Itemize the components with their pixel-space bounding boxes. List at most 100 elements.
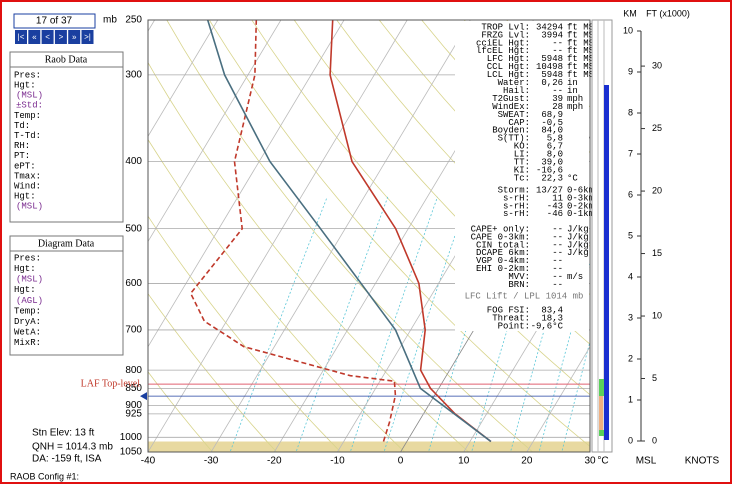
index-unit: 0-3km	[567, 193, 594, 203]
panel-row-label: Hgt:	[14, 285, 36, 295]
index-unit: m/s	[567, 272, 583, 282]
dry-adiabat	[148, 292, 278, 452]
y-tick-label: 600	[125, 278, 142, 289]
panel-row-label: ±Std:	[16, 101, 43, 111]
isotherm	[148, 20, 408, 452]
index-label: CAP:	[508, 118, 530, 128]
km-tick-label: 3	[628, 312, 633, 322]
x-tick-label: -40	[141, 456, 156, 467]
index-value: 83,4	[541, 305, 563, 315]
panel-row-label: Tmax:	[14, 171, 41, 181]
index-label: KO:	[514, 142, 530, 152]
index-value: --	[552, 46, 563, 56]
index-value: --	[552, 256, 563, 266]
cloud-bar	[604, 85, 609, 440]
panel-title: Diagram Data	[38, 238, 95, 249]
y-tick-label: 1000	[120, 432, 143, 443]
ft-tick-label: 25	[652, 123, 662, 133]
index-unit: J/kg	[567, 224, 589, 234]
nav-button-label[interactable]: >	[59, 33, 64, 42]
index-value: 8,0	[547, 150, 563, 160]
dry-adiabat	[148, 371, 214, 452]
dry-adiabat	[148, 61, 470, 452]
nav-button-label[interactable]: |<	[18, 33, 25, 42]
lpl-marker	[140, 392, 147, 401]
panel-row-label: Hgt:	[14, 264, 36, 274]
km-header: KM	[623, 8, 637, 18]
panel-row-label: (MSL)	[16, 91, 43, 101]
index-unit: 0-6km	[567, 185, 594, 195]
index-label: TT:	[514, 158, 530, 168]
index-value: --	[552, 272, 563, 282]
nav-button-label[interactable]: «	[32, 33, 37, 42]
index-unit: 0-2km	[567, 201, 594, 211]
index-label: s-rH:	[503, 193, 530, 203]
index-label: EHI 0-2km:	[476, 264, 530, 274]
index-value: 0,26	[541, 78, 563, 88]
nav-button-label[interactable]: <	[45, 33, 50, 42]
x-tick-label: -10	[330, 456, 345, 467]
index-value: 5948	[541, 54, 563, 64]
plot-border	[147, 19, 591, 453]
index-label: BRN:	[508, 280, 530, 290]
km-tick-label: 7	[628, 148, 633, 158]
nav-button[interactable]	[81, 30, 94, 44]
panel-row-label: Hgt:	[14, 192, 36, 202]
y-tick-label: 900	[125, 400, 142, 411]
nav-button[interactable]	[28, 30, 41, 44]
y-tick-label: 500	[125, 223, 142, 234]
nav-button-label[interactable]: »	[72, 33, 77, 42]
ft-tick-label: 10	[652, 310, 662, 320]
diagram-panel-header	[9, 235, 124, 252]
index-unit: ft MSL	[567, 70, 599, 80]
index-label: S(TT):	[498, 134, 530, 144]
index-value: -16,6	[536, 165, 563, 175]
index-label: T2Gust:	[492, 94, 530, 104]
index-unit: mph	[567, 102, 583, 112]
index-value: 39	[552, 94, 563, 104]
isotherm	[210, 20, 471, 452]
index-value: 5,8	[547, 134, 563, 144]
ft-tick-label: 30	[652, 60, 662, 70]
moist-bar	[599, 430, 604, 436]
raob-panel	[9, 51, 124, 223]
panel-row-label: RH:	[14, 141, 30, 151]
y-tick-label: 800	[125, 365, 142, 376]
index-backdrop	[455, 21, 589, 331]
index-label: Point:	[498, 321, 530, 331]
index-value: 3994	[541, 30, 563, 40]
index-label: WindEx:	[492, 102, 530, 112]
km-tick-label: 6	[628, 189, 633, 199]
index-label: MVV:	[508, 272, 530, 282]
nav-button[interactable]	[15, 30, 27, 44]
index-label: LFC Hgt:	[487, 54, 530, 64]
index-label: CCL Hgt:	[487, 62, 530, 72]
ft-tick-label: 0	[652, 435, 657, 445]
index-value: 18,3	[541, 313, 563, 323]
dry-adiabat	[166, 20, 534, 452]
panel-row-label: Wind:	[14, 181, 41, 191]
index-label: s-rH:	[503, 201, 530, 211]
index-unit: in	[567, 86, 578, 96]
index-label: s-rH:	[503, 209, 530, 219]
station-info: Stn Elev: 13 ft	[32, 428, 94, 439]
bottom-label: KNOTS	[685, 456, 720, 467]
index-value: 11	[552, 193, 563, 203]
raob-panel-header	[9, 51, 124, 68]
nav-button[interactable]	[68, 30, 81, 44]
nav-button[interactable]	[54, 30, 67, 44]
panel-row-label: Hgt:	[14, 80, 36, 90]
nav-button[interactable]	[41, 30, 54, 44]
index-value: --	[552, 248, 563, 258]
nav-button-label[interactable]: >|	[84, 33, 91, 42]
panel-row-label: Pres:	[14, 70, 41, 80]
lift-note: LFC Lift / LPL 1014 mb	[465, 291, 584, 301]
profile-line	[329, 19, 492, 443]
isotherm	[463, 240, 590, 452]
panel-row-label: (AGL)	[16, 296, 43, 306]
index-value: --	[552, 86, 563, 96]
index-value: 39,0	[541, 158, 563, 168]
index-label: CAPE+ only:	[471, 224, 530, 234]
index-unit: J/kg	[567, 248, 589, 258]
mixing-ratio-line	[349, 196, 438, 452]
